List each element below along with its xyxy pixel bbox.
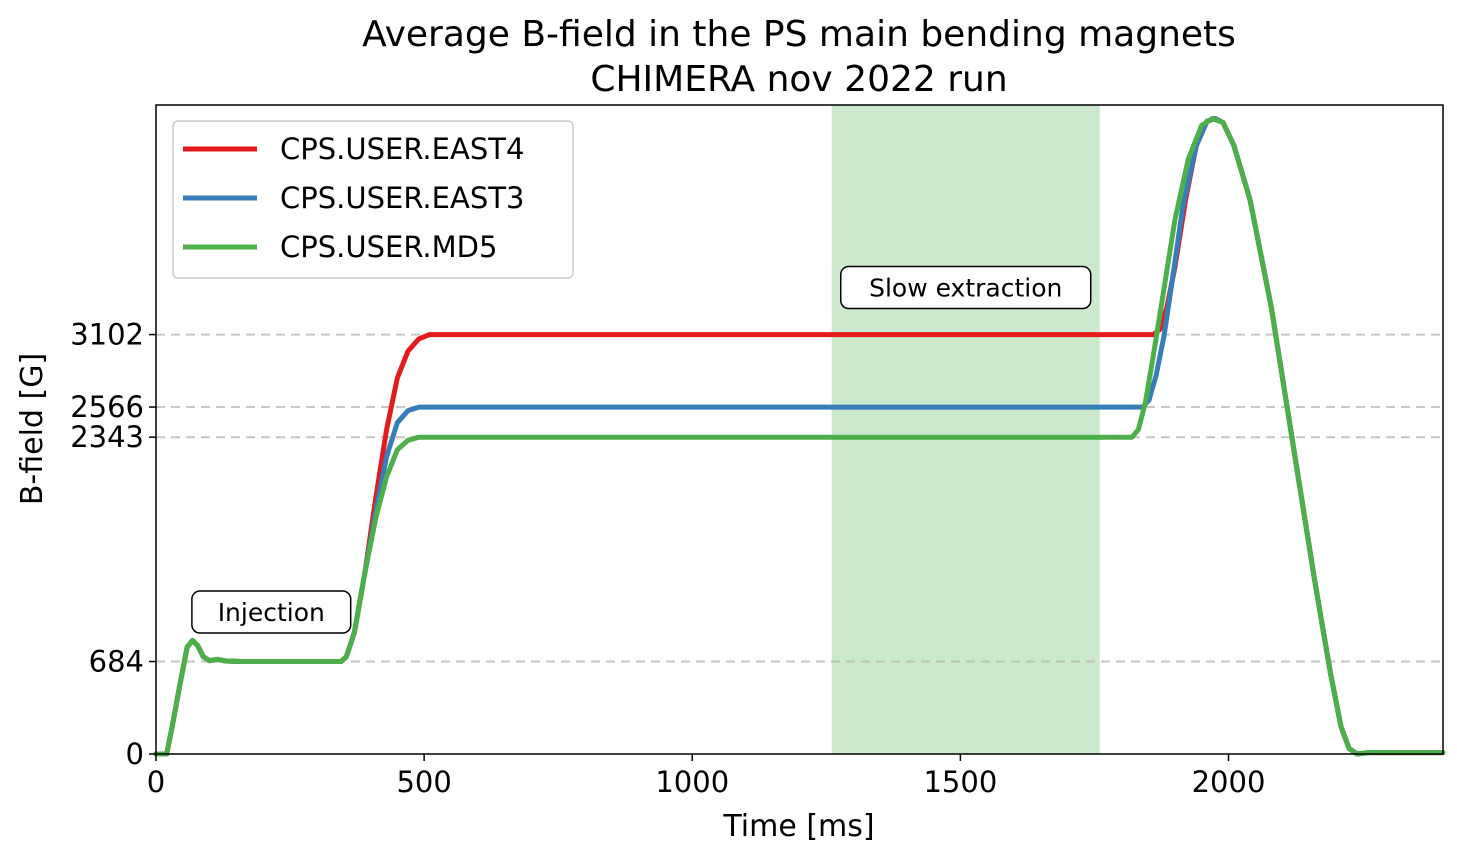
annotation-box	[191, 590, 352, 634]
y-tick-label: 2566	[70, 390, 144, 424]
annotations: Injection Slow extraction	[191, 265, 1092, 634]
y-tick-label: 3102	[70, 318, 144, 352]
legend: CPS.USER.EAST4 CPS.USER.EAST3 CPS.USER.MD5	[172, 120, 574, 279]
y-tick-label: 2343	[70, 420, 144, 454]
annotation: Slow extraction	[839, 265, 1092, 310]
annotation-label: Slow extraction	[869, 274, 1062, 303]
y-tick-label: 0	[126, 737, 144, 771]
legend-label: CPS.USER.MD5	[280, 230, 497, 264]
slow-extraction-region	[831, 105, 1100, 754]
x-tick-label: 2000	[1192, 765, 1266, 799]
legend-label: CPS.USER.EAST4	[280, 132, 524, 166]
x-tick-label: 1000	[655, 765, 729, 799]
x-tick-label: 0	[147, 765, 165, 799]
x-ticks: 0 500 1000 1500 2000	[147, 754, 1266, 799]
plot-frame	[155, 104, 1444, 755]
x-tick-label: 1500	[923, 765, 997, 799]
chart-title: Average B-field in the PS main bending m…	[362, 14, 1236, 55]
y-tick-label: 684	[89, 645, 144, 679]
x-tick-label: 500	[396, 765, 451, 799]
legend-box	[172, 120, 574, 279]
annotation-box	[839, 265, 1092, 310]
series-line-2	[153, 116, 1446, 757]
series-layer	[153, 116, 1446, 757]
annotation: Injection	[191, 590, 352, 634]
chart-subtitle: CHIMERA nov 2022 run	[590, 59, 1007, 100]
x-axis-label: Time [ms]	[722, 809, 874, 844]
y-axis-label: B-field [G]	[15, 353, 50, 505]
grid-layer	[156, 333, 1443, 663]
annotation-label: Injection	[218, 598, 325, 627]
legend-label: CPS.USER.EAST3	[280, 181, 524, 215]
shaded-region-layer	[831, 105, 1100, 754]
